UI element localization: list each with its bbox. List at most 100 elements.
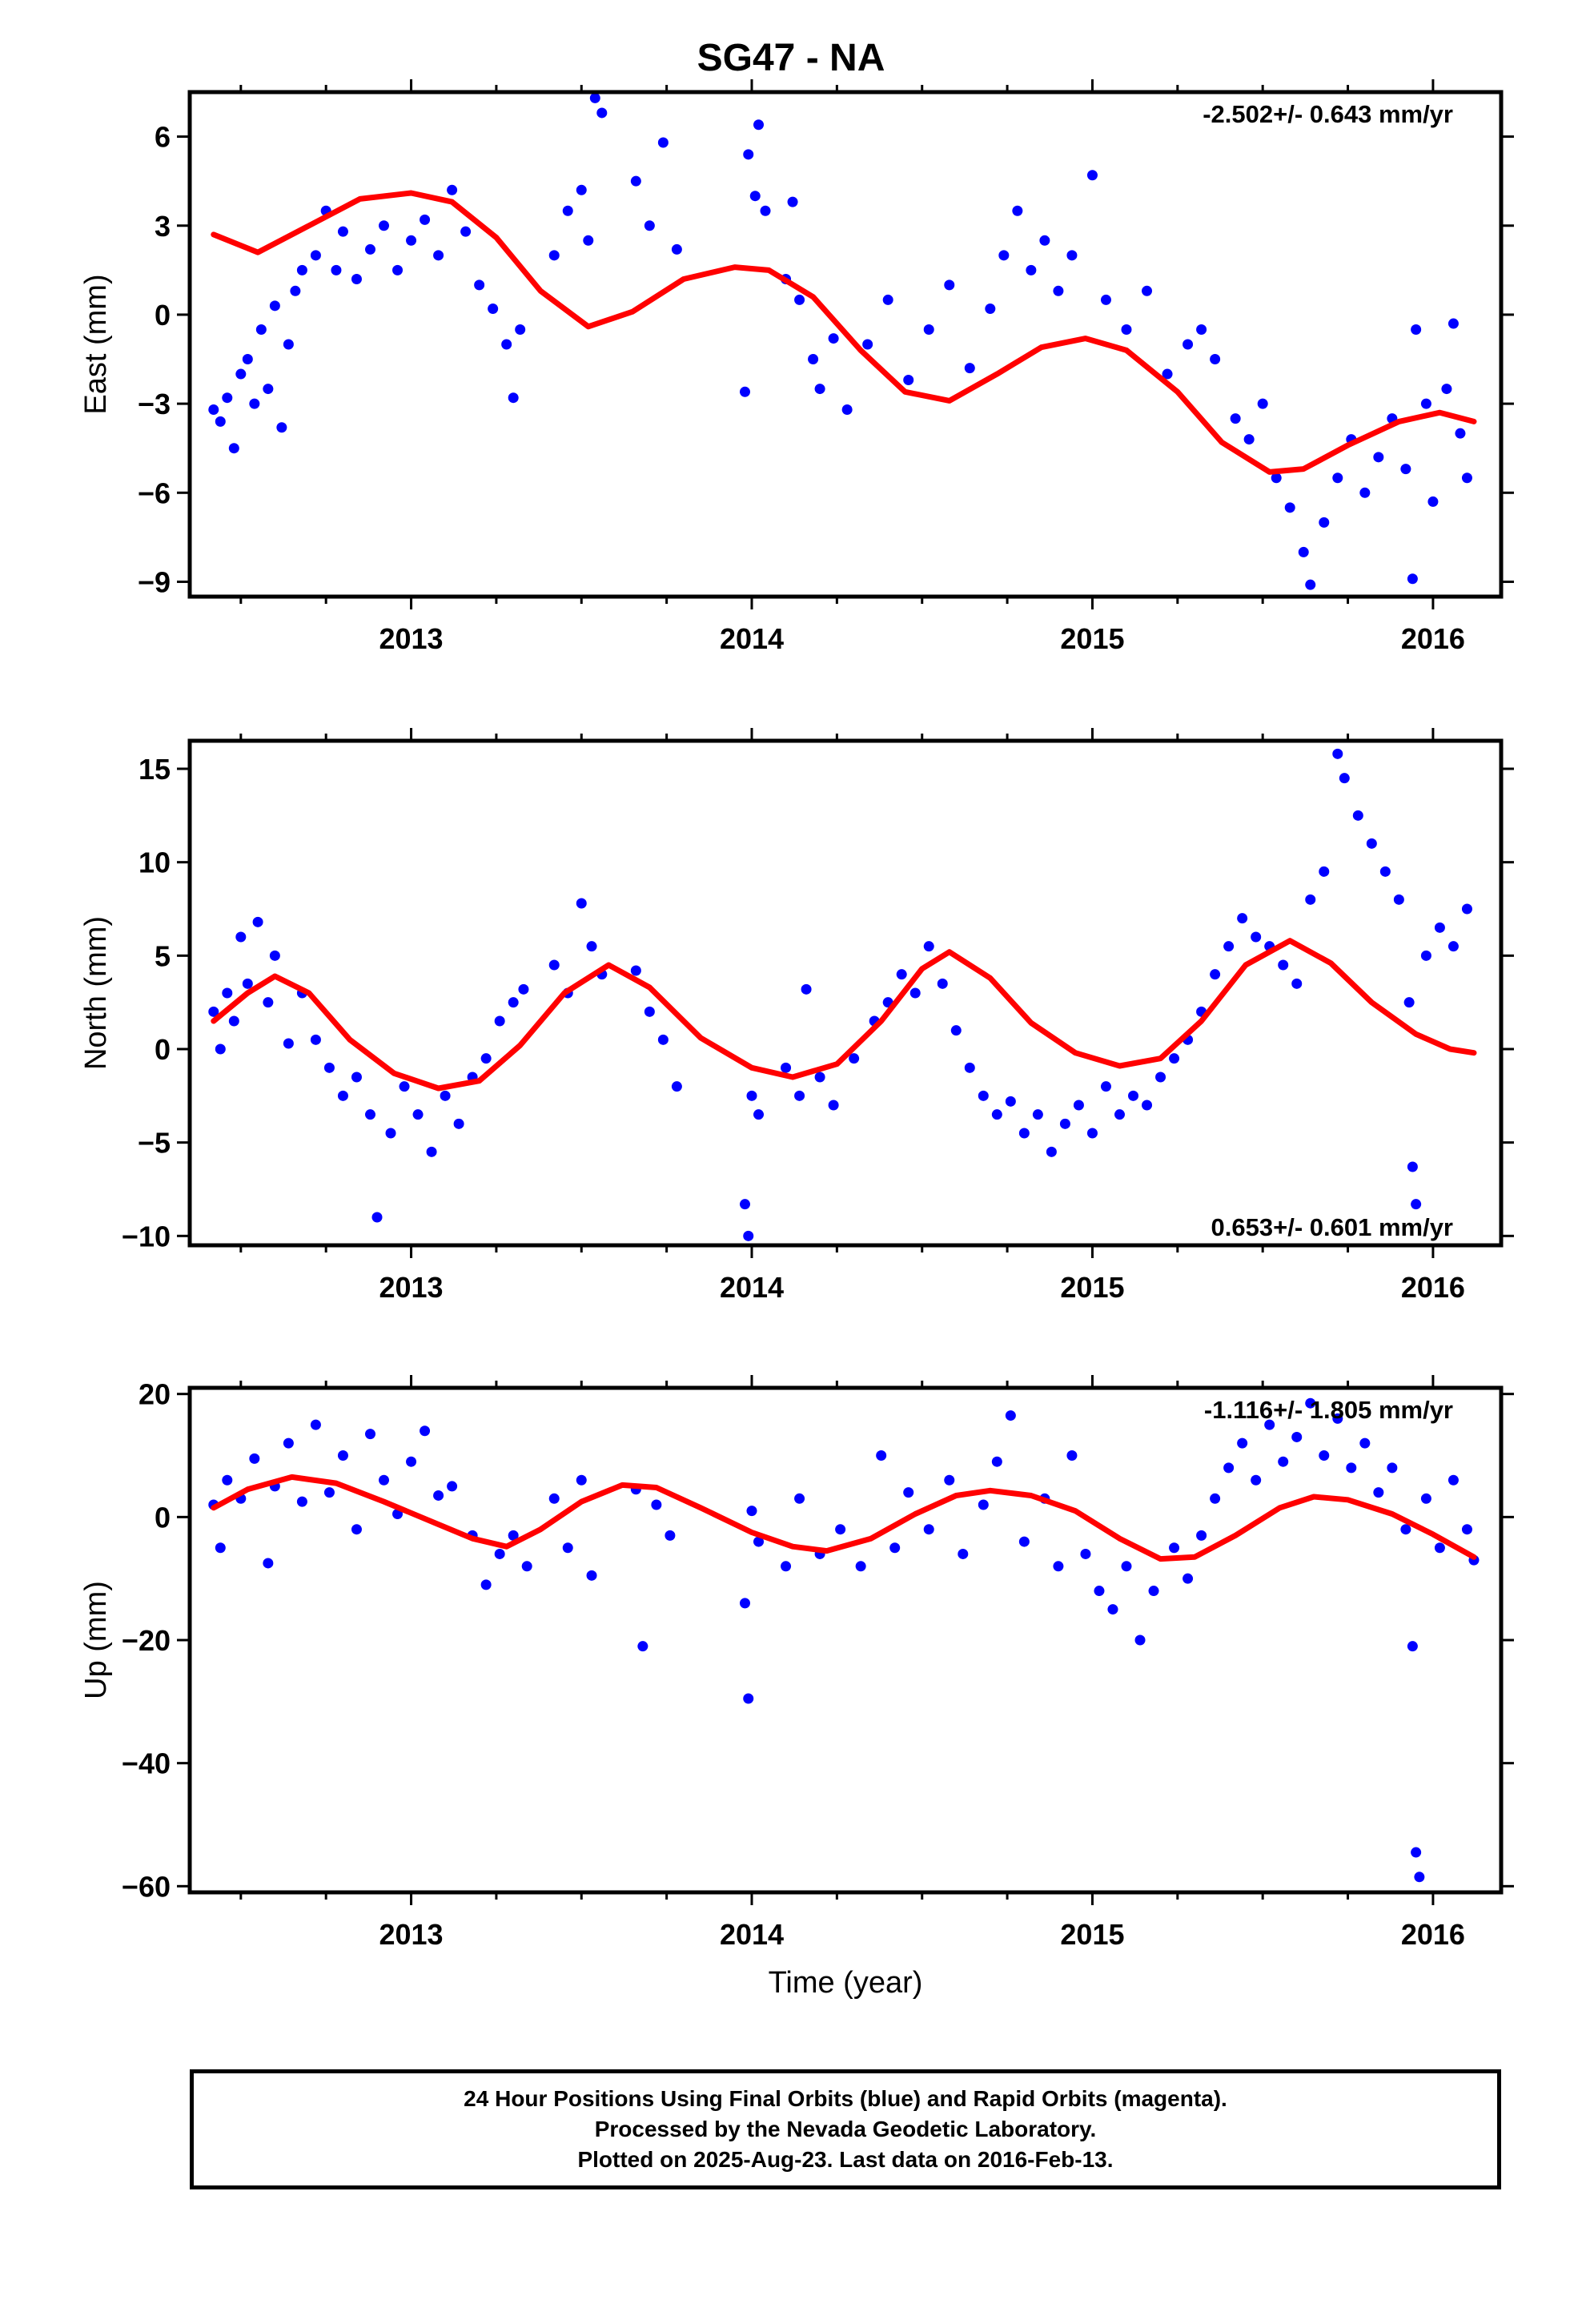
footer-line-2: Processed by the Nevada Geodetic Laborat… [594,2117,1097,2141]
up-data-point [1210,1493,1221,1504]
east-data-point [1100,294,1111,305]
north-data-point [399,1081,410,1092]
north-x-tick-label: 2014 [720,1271,784,1304]
up-data-point [1264,1419,1275,1430]
up-data-point [1420,1493,1431,1504]
up-data-point [1411,1847,1422,1858]
east-data-point [1407,573,1418,585]
east-data-point [923,324,934,335]
up-data-point [1196,1530,1207,1541]
north-data-point [801,983,812,995]
east-data-point [1298,546,1309,557]
north-data-point [235,931,247,943]
east-data-point [862,339,873,350]
north-data-point [950,1025,962,1036]
up-data-point [494,1548,505,1559]
up-data-point [249,1453,260,1464]
north-data-point [269,950,280,961]
east-data-point [215,416,226,427]
up-data-point [746,1506,757,1517]
up-data-point [1005,1410,1016,1421]
up-data-point [637,1641,648,1652]
east-data-point [488,304,499,315]
east-data-point [508,392,519,404]
east-data-point [1447,318,1459,329]
north-y-tick-label: 0 [155,1033,171,1066]
north-data-point [1046,1146,1057,1157]
north-data-point [494,1015,505,1027]
east-data-point [562,205,573,216]
east-data-point [1319,517,1330,528]
east-data-point [1359,487,1371,498]
north-data-point [242,978,253,989]
up-data-point [944,1474,955,1486]
east-data-point [337,226,348,237]
east-data-point [743,149,754,160]
east-data-point [474,279,485,291]
east-data-point [1284,502,1295,513]
north-y-tick-label: 10 [139,846,171,879]
up-data-point [586,1570,597,1581]
east-data-point [1420,398,1431,409]
east-data-point [1196,324,1207,335]
up-data-point [794,1493,805,1504]
up-data-point [1278,1456,1289,1467]
east-data-point [249,398,260,409]
up-y-tick-label: −40 [122,1747,171,1780]
east-data-point [263,384,274,395]
north-data-point [1319,866,1330,877]
east-data-point [841,404,853,416]
east-x-tick-label: 2016 [1401,622,1465,655]
north-data-point [1332,748,1343,759]
east-data-point [644,220,655,231]
up-data-point [1223,1462,1235,1474]
north-data-point [228,1015,239,1027]
up-data-point [991,1456,1002,1467]
up-y-tick-label: 20 [139,1378,171,1411]
north-data-point [1447,941,1459,952]
up-data-point [1346,1462,1357,1474]
north-data-point [337,1090,348,1101]
east-data-point [296,264,307,275]
up-data-point [889,1542,901,1554]
east-data-point [1400,464,1411,475]
north-data-point [215,1043,226,1055]
north-data-point [351,1072,362,1083]
north-data-point [644,1006,655,1017]
up-y-axis-label: Up (mm) [79,1581,113,1699]
north-data-point [371,1212,383,1223]
north-data-point [1032,1109,1043,1120]
east-data-point [1039,235,1050,246]
up-y-tick-label: −20 [122,1624,171,1657]
north-data-point [991,1109,1002,1120]
north-data-point [412,1109,424,1120]
north-data-point [896,969,907,980]
up-data-point [958,1548,969,1559]
north-data-point [426,1146,437,1157]
east-x-tick-label: 2013 [379,622,443,655]
east-data-point [1411,324,1422,335]
north-data-point [753,1109,765,1120]
north-data-point [283,1038,294,1049]
east-x-tick-label: 2014 [720,622,784,655]
north-data-point [1210,969,1221,980]
north-data-point [1100,1081,1111,1092]
up-data-point [1400,1524,1411,1535]
up-data-point [753,1536,765,1547]
east-data-point [1026,264,1037,275]
east-data-point [1455,428,1466,439]
north-data-point [453,1118,464,1129]
north-data-point [1434,922,1445,933]
up-data-point [447,1481,458,1492]
east-data-point [392,264,404,275]
north-data-point [518,983,529,995]
north-data-point [849,1053,860,1064]
east-data-point [235,368,247,380]
up-data-point [364,1429,375,1440]
up-data-point [1332,1413,1343,1424]
north-data-point [480,1053,492,1064]
north-panel: 2013 2014 2015 2016 15 10 5 0 −5 −10 North (mm) 0.6… [79,728,1514,1304]
up-data-point [1291,1431,1303,1442]
chart-title: SG47 - NA [697,37,885,79]
